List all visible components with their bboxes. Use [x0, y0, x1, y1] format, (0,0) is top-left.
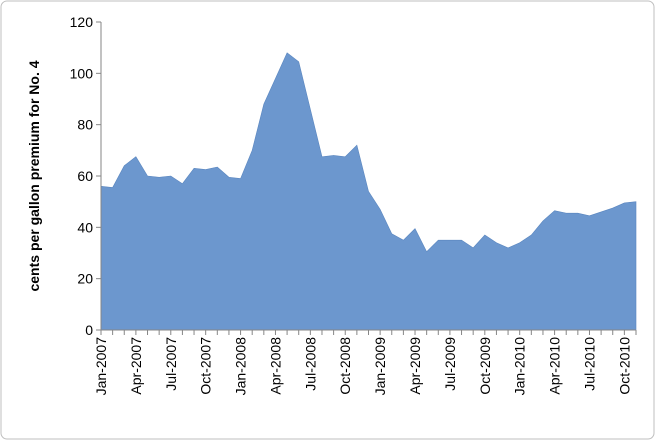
y-tick-label: 80: [77, 117, 93, 133]
x-tick-label: Oct-2009: [477, 337, 493, 395]
x-tick-label: Jan-2008: [233, 337, 249, 396]
y-tick-label: 100: [70, 65, 94, 81]
x-tick-label: Apr-2010: [547, 337, 563, 395]
x-tick-label: Oct-2008: [337, 337, 353, 395]
x-tick-label: Jul-2007: [163, 337, 179, 391]
x-tick-label: Jan-2010: [512, 337, 528, 396]
area: [100, 52, 637, 331]
x-tick-label: Jan-2009: [372, 337, 388, 396]
x-tick-label: Apr-2009: [407, 337, 423, 395]
y-tick-label: 20: [77, 271, 93, 287]
y-tick-label: 0: [85, 322, 93, 338]
x-tick-label: Jul-2008: [302, 337, 318, 391]
x-tick-label: Oct-2010: [616, 337, 632, 395]
y-tick-label: 60: [77, 168, 93, 184]
x-tick-label: Jul-2009: [442, 337, 458, 391]
x-tick-label: Oct-2007: [198, 337, 214, 395]
y-tick-label: 120: [70, 14, 94, 30]
x-tick-label: Apr-2008: [267, 337, 283, 395]
x-tick-label: Apr-2007: [128, 337, 144, 395]
y-axis-label: cents per gallon premium for No. 4: [26, 60, 42, 291]
y-tick-label: 40: [77, 219, 93, 235]
x-tick-label: Jan-2007: [93, 337, 109, 396]
x-tick-label: Jul-2010: [581, 337, 597, 391]
